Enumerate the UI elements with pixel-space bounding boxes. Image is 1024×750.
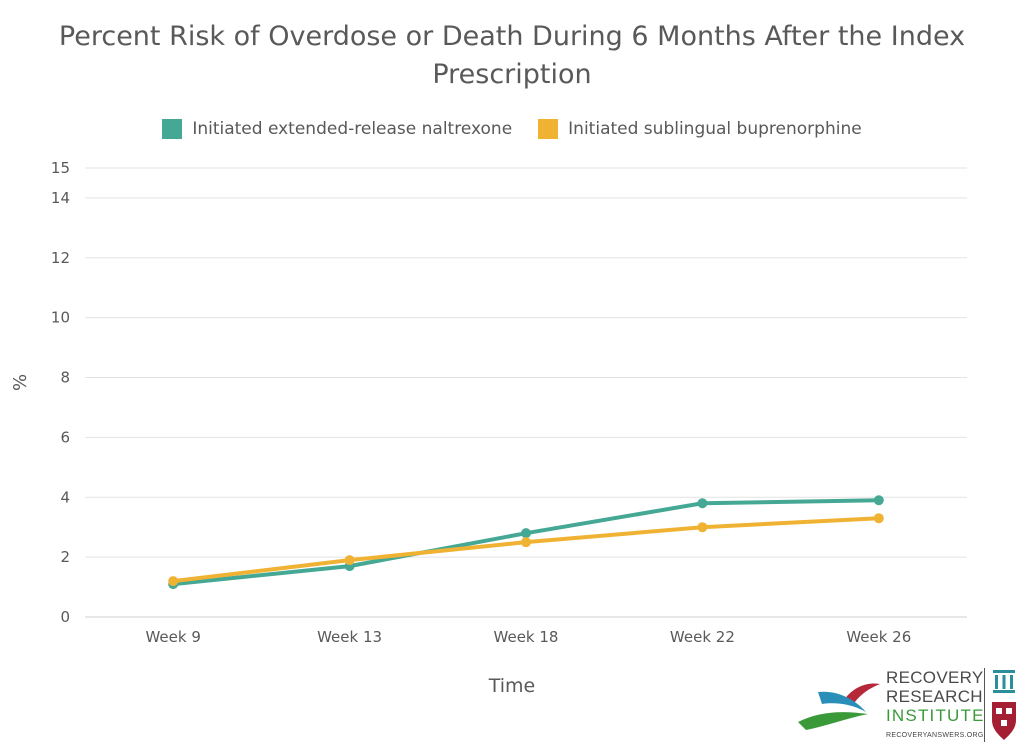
series-1-point-3 bbox=[697, 522, 708, 533]
legend-swatch-naltrexone bbox=[162, 119, 183, 139]
logo-url: RECOVERYANSWERS.ORG bbox=[886, 732, 984, 739]
y-tick-label-6: 6 bbox=[60, 428, 70, 446]
x-tick-label-week-9: Week 9 bbox=[145, 628, 200, 646]
series-1-point-4 bbox=[873, 513, 884, 524]
legend-item-buprenorphine[interactable]: Initiated sublingual buprenorphine bbox=[538, 119, 862, 139]
series-0-point-2 bbox=[521, 528, 531, 539]
y-tick-label-15: 15 bbox=[51, 159, 70, 177]
logo-line-research: RESEARCH bbox=[886, 687, 983, 706]
logo-line-recovery: RECOVERY bbox=[886, 668, 984, 687]
chart-title: Percent Risk of Overdose or Death During… bbox=[0, 18, 1024, 94]
y-tick-label-14: 14 bbox=[51, 189, 70, 207]
legend-swatch-buprenorphine bbox=[538, 119, 559, 139]
y-tick-label-4: 4 bbox=[60, 488, 70, 506]
series-0-point-3 bbox=[697, 498, 708, 509]
chart-legend: Initiated extended-release naltrexone In… bbox=[0, 119, 1024, 139]
x-tick-label-week-26: Week 26 bbox=[846, 628, 911, 646]
x-tick-label-week-18: Week 18 bbox=[494, 628, 559, 646]
legend-label-buprenorphine: Initiated sublingual buprenorphine bbox=[568, 119, 862, 139]
legend-label-naltrexone: Initiated extended-release naltrexone bbox=[192, 119, 513, 139]
x-axis-label: Time bbox=[488, 675, 536, 697]
logo-divider bbox=[984, 668, 985, 742]
logo-wordmark: RECOVERY RESEARCH INSTITUTE bbox=[886, 668, 985, 725]
x-tick-label-week-22: Week 22 bbox=[670, 628, 735, 646]
chart-title-line-1: Percent Risk of Overdose or Death During… bbox=[58, 21, 966, 52]
series-1-point-1 bbox=[344, 555, 355, 566]
legend-item-naltrexone[interactable]: Initiated extended-release naltrexone bbox=[162, 119, 512, 139]
recovery-research-institute-logo-icon bbox=[798, 683, 880, 730]
y-tick-label-8: 8 bbox=[60, 369, 70, 387]
y-tick-label-10: 10 bbox=[51, 309, 70, 327]
series-1-point-2 bbox=[521, 537, 531, 548]
y-tick-label-12: 12 bbox=[51, 249, 70, 267]
recovery-research-institute-logo[interactable]: RECOVERY RESEARCH INSTITUTE RECOVERYANSW… bbox=[796, 666, 1022, 746]
series-0-point-4 bbox=[873, 495, 884, 506]
y-tick-label-2: 2 bbox=[60, 548, 70, 566]
chart-title-line-2: Prescription bbox=[432, 59, 592, 90]
logo-line-institute: INSTITUTE bbox=[886, 706, 985, 725]
y-tick-label-0: 0 bbox=[60, 608, 70, 626]
x-tick-label-week-13: Week 13 bbox=[317, 628, 382, 646]
harvard-shield-icon bbox=[992, 670, 1016, 740]
series-1-point-0 bbox=[168, 576, 179, 587]
